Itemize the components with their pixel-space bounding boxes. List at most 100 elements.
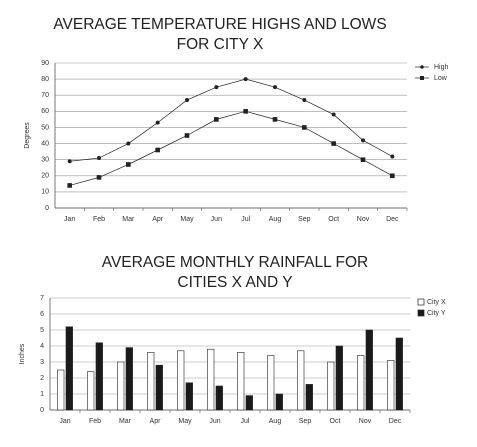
point (302, 125, 307, 130)
bar (305, 384, 313, 411)
point (361, 138, 365, 143)
y-tick-label: 0 (45, 205, 49, 212)
x-tick-label: Jul (241, 418, 250, 425)
y-tick-label: 2 (40, 375, 44, 382)
point (96, 175, 102, 180)
y-tick-label: 4 (40, 343, 44, 350)
point (331, 141, 336, 146)
x-tick-label: Jun (209, 418, 220, 425)
point (67, 159, 72, 164)
x-tick-label: Oct (328, 216, 339, 223)
x-tick-label: Mar (122, 216, 135, 223)
bar (177, 350, 185, 411)
x-tick-label: May (178, 418, 192, 425)
point (302, 98, 307, 103)
point (126, 141, 131, 146)
y-axis-label: Inches (19, 343, 26, 364)
x-tick-label: Dec (389, 418, 402, 425)
bar (185, 382, 193, 411)
y-axis-label: Degrees (24, 122, 31, 149)
y-tick-label: 3 (40, 359, 44, 366)
x-tick-label: Feb (93, 216, 105, 223)
x-tick-label: Nov (357, 216, 370, 223)
y-tick-label: 1 (40, 391, 44, 398)
point (243, 77, 248, 82)
bar (125, 347, 133, 411)
x-tick-label: Apr (152, 216, 164, 223)
series-line (69, 110, 393, 186)
bar (387, 360, 395, 411)
point (390, 173, 395, 179)
x-tick-label: Apr (150, 418, 162, 425)
bar (395, 337, 403, 411)
y-tick-label: 20 (41, 173, 49, 180)
y-tick-label: 80 (41, 76, 49, 83)
x-tick-label: Feb (89, 418, 101, 425)
x-tick-label: Sep (298, 216, 311, 223)
point (360, 157, 366, 162)
x-tick-label: Oct (330, 418, 341, 425)
bar (245, 395, 253, 411)
bar (65, 326, 73, 411)
y-tick-label: 10 (41, 189, 49, 196)
x-tick-label: Jun (211, 216, 222, 223)
point (390, 154, 395, 159)
y-tick-label: 7 (40, 295, 44, 302)
point (184, 133, 190, 138)
y-tick-label: 6 (40, 311, 44, 318)
bar (275, 393, 283, 411)
y-tick-label: 50 (41, 124, 49, 131)
point (214, 85, 219, 90)
bar (237, 352, 245, 411)
x-tick-label: Mar (119, 418, 132, 425)
bar (215, 385, 223, 411)
x-tick-label: Jan (64, 216, 75, 223)
point (126, 162, 131, 167)
x-tick-label: Jul (241, 216, 250, 223)
y-tick-label: 60 (41, 108, 49, 115)
bar (297, 350, 305, 411)
legend-swatch (417, 298, 425, 306)
point (67, 183, 72, 188)
bar (57, 369, 65, 411)
chart-title: AVERAGE MONTHLY RAINFALL FOR CITIES X AN… (101, 254, 369, 291)
x-tick-label: May (180, 216, 194, 223)
bar (147, 352, 155, 411)
series-line (69, 78, 393, 162)
legend-label: High (434, 64, 449, 71)
bar (207, 348, 215, 411)
bar (357, 355, 365, 411)
legend-swatch (417, 309, 425, 317)
y-tick-label: 30 (41, 157, 49, 164)
legend-marker (420, 65, 424, 69)
bar (155, 364, 163, 411)
chart-title: AVERAGE TEMPERATURE HIGHS AND LOWS FOR C… (53, 16, 387, 53)
bar (335, 345, 343, 411)
x-tick-label: Aug (269, 216, 282, 223)
y-tick-label: 40 (41, 140, 49, 147)
point (214, 117, 219, 122)
x-tick-label: Nov (359, 418, 372, 425)
point (97, 156, 101, 161)
y-tick-label: 5 (40, 327, 44, 334)
y-tick-label: 70 (41, 92, 49, 99)
x-tick-label: Aug (269, 418, 282, 425)
bar (95, 342, 103, 411)
bar (327, 361, 335, 411)
point (155, 120, 160, 125)
y-tick-label: 0 (40, 407, 44, 414)
x-tick-label: Dec (386, 216, 399, 223)
bar (267, 355, 275, 411)
point (273, 85, 277, 90)
point (185, 98, 189, 103)
point (243, 109, 248, 114)
legend-label: Low (434, 75, 448, 82)
legend-label: City X (427, 299, 446, 306)
legend-marker (420, 76, 424, 80)
point (331, 112, 336, 117)
bar (117, 361, 125, 411)
legend-label: City Y (427, 310, 446, 317)
bar (365, 329, 373, 411)
